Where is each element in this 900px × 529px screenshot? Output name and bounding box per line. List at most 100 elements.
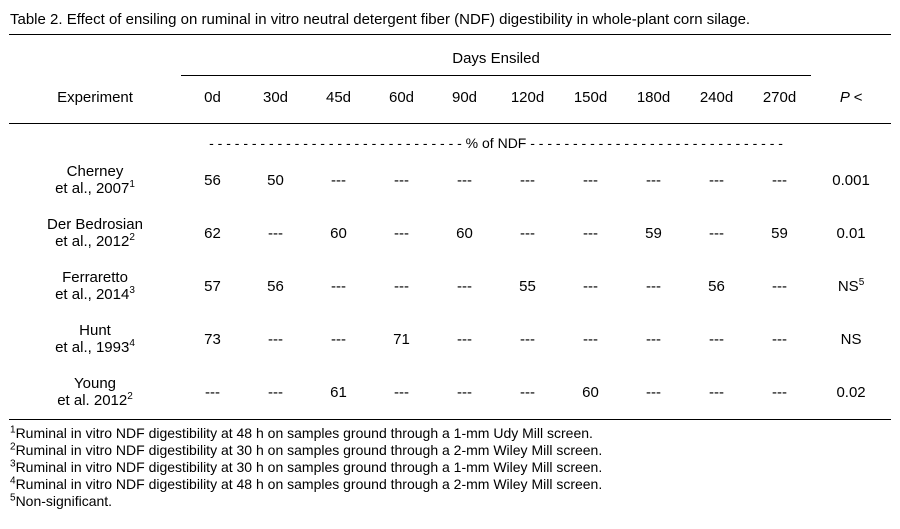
value-cell: --- xyxy=(709,171,724,189)
citation-superscript: 1 xyxy=(129,179,135,190)
p-value-cell: 0.001 xyxy=(832,171,870,189)
data-table: Days Ensiled Experiment 0d 30d 45d 60d 9… xyxy=(9,35,892,420)
value-cell: 50 xyxy=(267,171,284,189)
table-caption: Table 2. Effect of ensiling on ruminal i… xyxy=(9,8,891,35)
footnote: 5Non-significant. xyxy=(10,493,891,510)
footnote-superscript: 1 xyxy=(10,424,16,436)
citation-superscript: 2 xyxy=(129,232,135,243)
p-value-cell: NS xyxy=(840,330,862,348)
footnote-text: Ruminal in vitro NDF digestibility at 48… xyxy=(15,476,603,492)
unit-row: - - - - - - - - - - - - - - - - - - - - … xyxy=(9,124,891,155)
value-cell: 59 xyxy=(771,224,788,242)
value-cell: --- xyxy=(583,277,598,295)
value-cell: 60 xyxy=(559,366,622,420)
value-cell: 60 xyxy=(456,224,473,242)
experiment-cell: Der Bedrosian et al., 20122 xyxy=(9,207,181,260)
experiment-citation: et al., 20071 xyxy=(55,179,135,198)
experiment-cell: Young et al. 20122 xyxy=(9,366,181,420)
spacer-cell xyxy=(9,124,181,155)
value-cell: 60 xyxy=(330,224,347,242)
day-column-header: 120d xyxy=(496,75,559,124)
experiment-cell: Ferraretto et al., 20143 xyxy=(9,260,181,313)
experiment-column-header: Experiment xyxy=(9,75,181,124)
value-cell: --- xyxy=(772,171,788,189)
value-cell: 73 xyxy=(204,330,221,348)
spacer-cell xyxy=(9,35,181,76)
value-cell: --- xyxy=(496,366,559,420)
value-cell: --- xyxy=(646,171,661,189)
value-cell: --- xyxy=(646,277,661,295)
value-cell: --- xyxy=(457,277,472,295)
day-column-header: 45d xyxy=(307,75,370,124)
footnote-text: Ruminal in vitro NDF digestibility at 48… xyxy=(15,425,593,441)
value-cell: --- xyxy=(709,224,724,242)
footnote: 3Ruminal in vitro NDF digestibility at 3… xyxy=(10,459,891,476)
table-row: Ferraretto et al., 20143 57 56 --- --- -… xyxy=(9,260,891,313)
p-value-cell: 0.02 xyxy=(811,366,892,420)
value-cell: --- xyxy=(268,330,283,348)
value-cell: --- xyxy=(772,330,788,348)
value-cell: --- xyxy=(520,330,535,348)
value-cell: --- xyxy=(748,366,812,420)
value-cell: 55 xyxy=(519,277,536,295)
group-header-row: Days Ensiled xyxy=(9,35,891,76)
day-column-header: 90d xyxy=(433,75,496,124)
day-column-header: 240d xyxy=(685,75,748,124)
value-cell: 61 xyxy=(307,366,370,420)
value-cell: --- xyxy=(181,366,244,420)
value-cell: --- xyxy=(331,171,346,189)
footnote: 4Ruminal in vitro NDF digestibility at 4… xyxy=(10,476,891,493)
value-cell: --- xyxy=(520,224,535,242)
experiment-citation: et al., 20122 xyxy=(55,232,135,251)
value-cell: --- xyxy=(709,330,724,348)
footnote-text: Ruminal in vitro NDF digestibility at 30… xyxy=(15,459,603,475)
citation-superscript: 2 xyxy=(127,391,133,402)
experiment-cell: Cherney et al., 20071 xyxy=(9,154,181,207)
value-cell: --- xyxy=(583,224,598,242)
experiment-name: Cherney xyxy=(66,163,124,180)
unit-label: - - - - - - - - - - - - - - - - - - - - … xyxy=(209,135,783,151)
value-cell: --- xyxy=(370,366,433,420)
value-cell: 56 xyxy=(204,171,221,189)
value-cell: --- xyxy=(394,171,409,189)
spacer-cell xyxy=(811,124,891,155)
value-cell: --- xyxy=(433,366,496,420)
day-column-header: 270d xyxy=(748,75,812,124)
value-cell: --- xyxy=(331,330,346,348)
footnote-superscript: 3 xyxy=(10,458,16,470)
table-row: Hunt et al., 19934 73 --- --- 71 --- ---… xyxy=(9,313,891,366)
footnote-superscript: 4 xyxy=(10,475,16,487)
table-row: Young et al. 20122 --- --- 61 --- --- --… xyxy=(9,366,892,420)
value-cell: --- xyxy=(457,171,472,189)
spacer-cell xyxy=(811,35,891,76)
value-cell: --- xyxy=(520,171,535,189)
table-row: Der Bedrosian et al., 20122 62 --- 60 --… xyxy=(9,207,891,260)
value-cell: --- xyxy=(646,330,661,348)
value-cell: 59 xyxy=(645,224,662,242)
value-cell: --- xyxy=(583,330,598,348)
value-cell: 57 xyxy=(204,277,221,295)
value-cell: --- xyxy=(457,330,472,348)
value-cell: --- xyxy=(685,366,748,420)
experiment-citation: et al. 20122 xyxy=(57,391,133,410)
footnote-text: Non-significant. xyxy=(15,493,113,509)
experiment-citation: et al., 19934 xyxy=(55,338,135,357)
table-row: Cherney et al., 20071 56 50 --- --- --- … xyxy=(9,154,891,207)
value-cell: --- xyxy=(268,224,283,242)
footnote: 1Ruminal in vitro NDF digestibility at 4… xyxy=(10,425,891,442)
day-column-header: 60d xyxy=(370,75,433,124)
value-cell: --- xyxy=(244,366,307,420)
p-value-cell: NS5 xyxy=(837,276,865,295)
experiment-citation: et al., 20143 xyxy=(55,285,135,304)
value-cell: --- xyxy=(331,277,346,295)
value-cell: --- xyxy=(772,277,788,295)
days-ensiled-header: Days Ensiled xyxy=(181,35,812,76)
value-cell: 56 xyxy=(708,277,725,295)
citation-superscript: 4 xyxy=(129,338,135,349)
p-superscript: 5 xyxy=(858,276,865,288)
experiment-name: Young xyxy=(74,375,116,392)
value-cell: --- xyxy=(394,224,409,242)
day-column-header: 180d xyxy=(622,75,685,124)
footnote: 2Ruminal in vitro NDF digestibility at 3… xyxy=(10,442,891,459)
